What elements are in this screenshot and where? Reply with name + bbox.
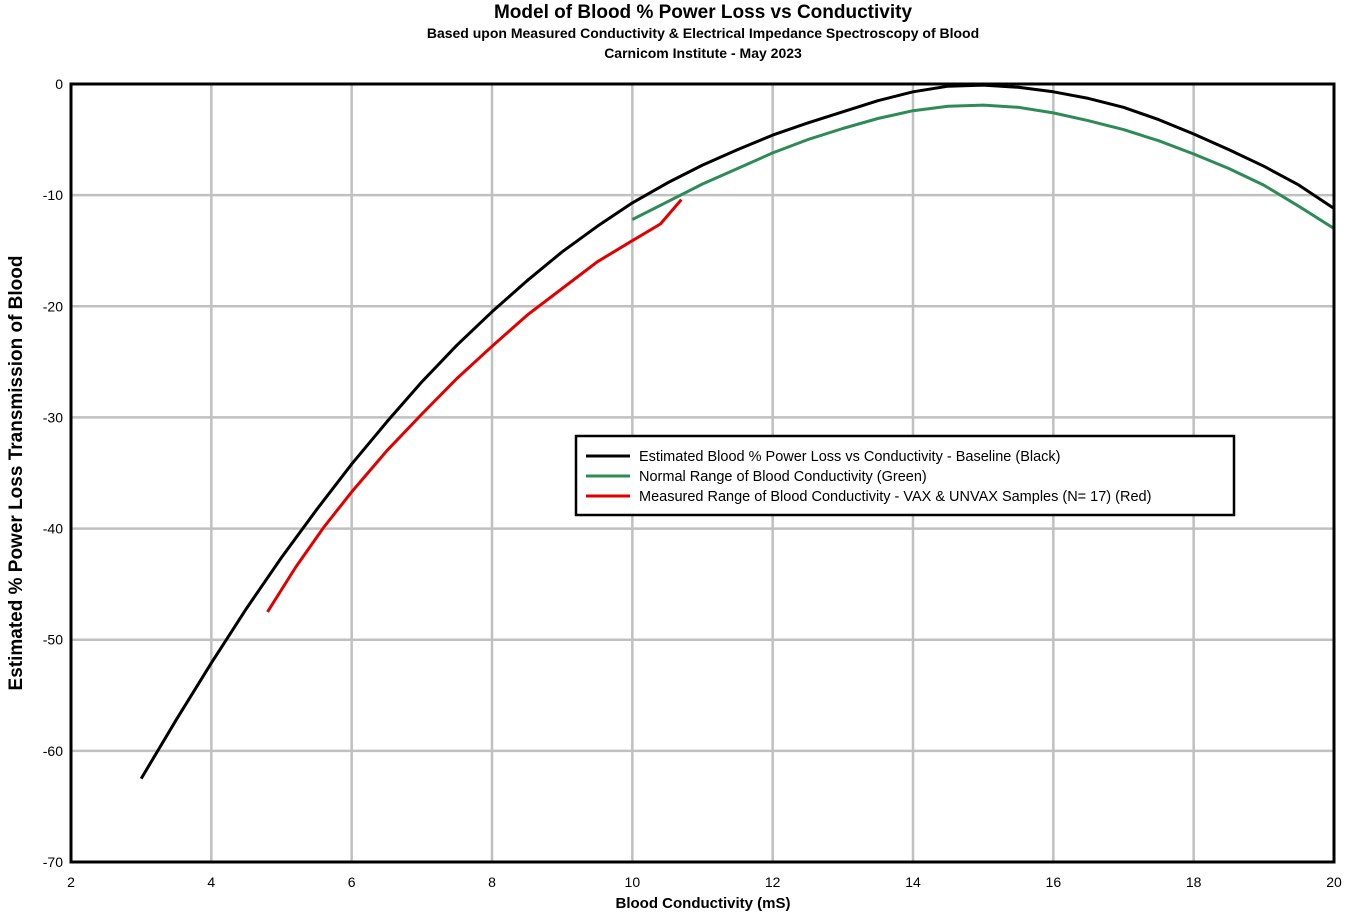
chart-title: Model of Blood % Power Loss vs Conductiv… bbox=[494, 2, 912, 23]
y-axis-label: Estimated % Power Loss Transmission of B… bbox=[6, 256, 27, 691]
x-tick-label: 14 bbox=[905, 874, 921, 890]
x-tick-label: 6 bbox=[348, 874, 356, 890]
legend: Estimated Blood % Power Loss vs Conducti… bbox=[574, 434, 1236, 517]
legend-label: Estimated Blood % Power Loss vs Conducti… bbox=[639, 449, 1060, 465]
chart-subtitle: Based upon Measured Conductivity & Elect… bbox=[427, 25, 979, 41]
x-tick-label: 4 bbox=[207, 874, 215, 890]
y-tick-label: -40 bbox=[43, 521, 63, 537]
x-tick-label: 10 bbox=[625, 874, 641, 890]
y-tick-label: -20 bbox=[43, 298, 63, 314]
series-line-0 bbox=[139, 83, 1335, 780]
y-tick-label: 0 bbox=[55, 76, 63, 92]
legend-entries: Estimated Blood % Power Loss vs Conducti… bbox=[586, 449, 1151, 505]
x-tick-label: 18 bbox=[1186, 874, 1202, 890]
series-line-1 bbox=[631, 103, 1335, 230]
x-tick-label: 8 bbox=[488, 874, 496, 890]
x-tick-label: 12 bbox=[765, 874, 781, 890]
chart-subtitle-credit: Carnicom Institute - May 2023 bbox=[604, 45, 802, 61]
y-tick-label: -50 bbox=[43, 632, 63, 648]
series-lines bbox=[139, 83, 1335, 780]
x-axis-label: Blood Conductivity (mS) bbox=[616, 895, 791, 912]
y-tick-label: -60 bbox=[43, 743, 63, 759]
x-tick-label: 20 bbox=[1326, 874, 1342, 890]
x-tick-label: 16 bbox=[1046, 874, 1062, 890]
x-tick-label: 2 bbox=[67, 874, 75, 890]
legend-label: Normal Range of Blood Conductivity (Gree… bbox=[639, 469, 927, 485]
series-line-2 bbox=[266, 198, 683, 613]
y-tick-label: -70 bbox=[43, 854, 63, 870]
y-tick-label: -10 bbox=[43, 187, 63, 203]
legend-label: Measured Range of Blood Conductivity - V… bbox=[639, 489, 1151, 505]
tick-labels: 2 4 6 8 10 12 14 16 18 20 0 -10 -20 -30 -40 -50 -60 -70 bbox=[43, 76, 1342, 890]
legend-box bbox=[574, 434, 1236, 517]
y-tick-label: -30 bbox=[43, 409, 63, 425]
plot-frame bbox=[69, 82, 1336, 864]
